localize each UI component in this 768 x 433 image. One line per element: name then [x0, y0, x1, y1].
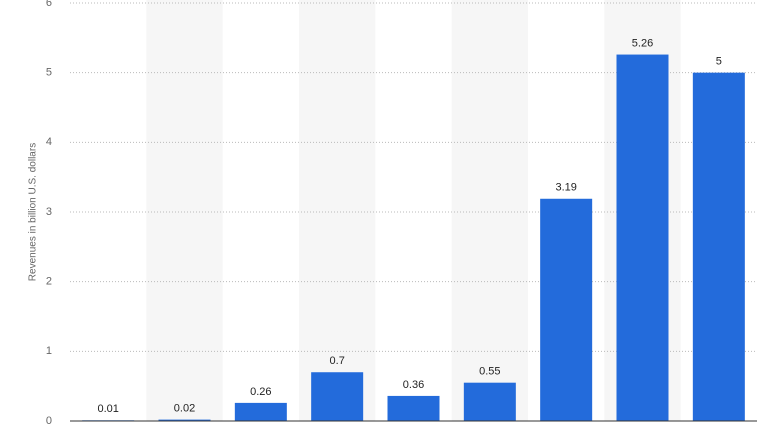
- data-label: 3.19: [555, 182, 576, 194]
- bar: [311, 372, 364, 421]
- y-axis-title: Revenues in billion U.S. dollars: [28, 143, 39, 281]
- bar: [540, 198, 593, 421]
- data-label: 5.26: [632, 37, 653, 49]
- data-label: 0.01: [97, 403, 118, 415]
- data-label: 0.02: [174, 403, 195, 415]
- bar: [463, 382, 516, 421]
- bar: [616, 54, 669, 421]
- bar: [387, 395, 440, 421]
- y-tick-label: 1: [46, 345, 52, 357]
- bar: [234, 402, 287, 421]
- bar: [158, 419, 211, 421]
- band-shade: [451, 0, 528, 421]
- bar: [692, 72, 745, 422]
- y-tick-label: 5: [46, 67, 52, 79]
- data-label: 0.55: [479, 366, 500, 378]
- data-label: 5: [716, 56, 722, 68]
- y-tick-label: 0: [46, 415, 52, 427]
- data-label: 0.7: [330, 355, 345, 367]
- data-label: 0.36: [403, 379, 424, 391]
- data-label: 0.26: [250, 386, 271, 398]
- band-shade: [146, 0, 223, 421]
- y-tick-label: 4: [46, 136, 52, 148]
- y-tick-label: 3: [46, 206, 52, 218]
- y-tick-label: 2: [46, 276, 52, 288]
- y-tick-label: 6: [46, 0, 52, 9]
